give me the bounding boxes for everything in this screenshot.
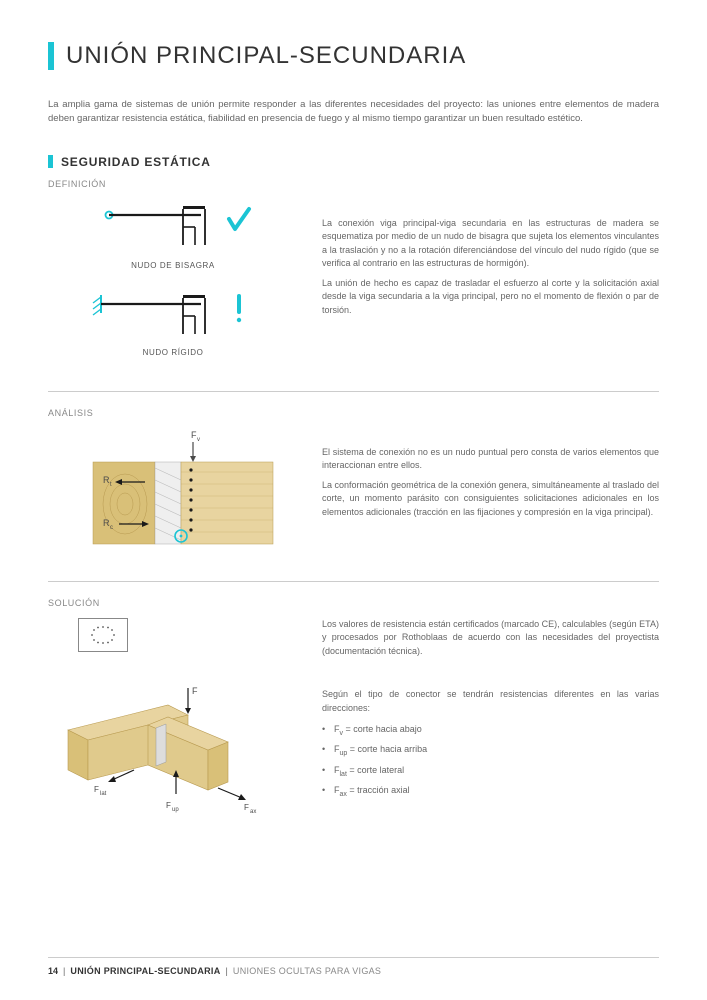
footer-sep: |: [63, 966, 65, 976]
accent-bar: [48, 42, 54, 70]
svg-text:v: v: [197, 437, 200, 443]
bullet-flat: Flat = corte lateral: [322, 762, 659, 782]
rigid-diagram: NUDO RÍGIDO: [83, 286, 263, 357]
solution-p2: Según el tipo de conector se tendrán res…: [322, 688, 659, 715]
footer-sep: |: [226, 966, 228, 976]
section-header: SEGURIDAD ESTÁTICA: [48, 155, 659, 169]
svg-text:F: F: [244, 803, 249, 812]
rigid-caption: NUDO RÍGIDO: [83, 348, 263, 357]
page-title: UNIÓN PRINCIPAL-SECUNDARIA: [66, 42, 466, 70]
analysis-label: ANÁLISIS: [48, 408, 659, 418]
hinge-caption: NUDO DE BISAGRA: [83, 261, 263, 270]
page-footer: 14 | UNIÓN PRINCIPAL-SECUNDARIA | UNIONE…: [48, 957, 659, 976]
solution-label: SOLUCIÓN: [48, 598, 659, 608]
bullet-fax: Fax = tracción axial: [322, 782, 659, 802]
definition-label: DEFINICIÓN: [48, 179, 659, 189]
svg-text:ax: ax: [250, 809, 256, 815]
definition-block: NUDO DE BISAGRA: [48, 199, 659, 373]
analysis-diagram-col: F v: [48, 428, 298, 563]
bullet-fv: Fv = corte hacia abajo: [322, 721, 659, 741]
svg-text:lat: lat: [100, 791, 107, 797]
analysis-text: El sistema de conexión no es un nudo pun…: [322, 428, 659, 563]
footer-part1: UNIÓN PRINCIPAL-SECUNDARIA: [70, 966, 220, 976]
intro-paragraph: La amplia gama de sistemas de unión perm…: [48, 98, 659, 127]
solution-bullets: Fv = corte hacia abajo Fup = corte hacia…: [322, 721, 659, 802]
footer-part2: UNIONES OCULTAS PARA VIGAS: [233, 966, 381, 976]
analysis-p1: El sistema de conexión no es un nudo pun…: [322, 446, 659, 473]
solution-p1: Los valores de resistencia están certifi…: [322, 618, 659, 659]
svg-text:F: F: [166, 801, 171, 810]
divider: [48, 391, 659, 392]
definition-p2: La unión de hecho es capaz de trasladar …: [322, 277, 659, 318]
section-accent-bar: [48, 155, 53, 168]
analysis-block: F v: [48, 428, 659, 563]
svg-text:F: F: [94, 785, 99, 794]
analysis-p2: La conformación geométrica de la conexió…: [322, 479, 659, 520]
svg-text:R: R: [103, 518, 110, 528]
analysis-diagram: F v: [73, 428, 273, 563]
bullet-fup: Fup = corte hacia arriba: [322, 741, 659, 761]
hinge-diagram: NUDO DE BISAGRA: [83, 199, 263, 270]
svg-text:F: F: [192, 686, 198, 696]
definition-diagrams: NUDO DE BISAGRA: [48, 199, 298, 373]
solution-diagram-col: F F ax F lat F up: [48, 618, 298, 825]
definition-p1: La conexión viga principal-viga secundar…: [322, 217, 659, 271]
solution-block: F F ax F lat F up: [48, 618, 659, 825]
solution-text: Los valores de resistencia están certifi…: [322, 618, 659, 803]
isometric-beam-diagram: F F ax F lat F up: [58, 670, 258, 825]
svg-text:c: c: [110, 525, 113, 531]
svg-text:R: R: [103, 475, 110, 485]
ce-mark-icon: [78, 618, 128, 652]
section-title: SEGURIDAD ESTÁTICA: [61, 155, 211, 169]
page-number: 14: [48, 966, 58, 976]
divider: [48, 581, 659, 582]
definition-text: La conexión viga principal-viga secundar…: [322, 199, 659, 373]
svg-text:up: up: [172, 807, 179, 813]
page-title-row: UNIÓN PRINCIPAL-SECUNDARIA: [48, 42, 659, 70]
